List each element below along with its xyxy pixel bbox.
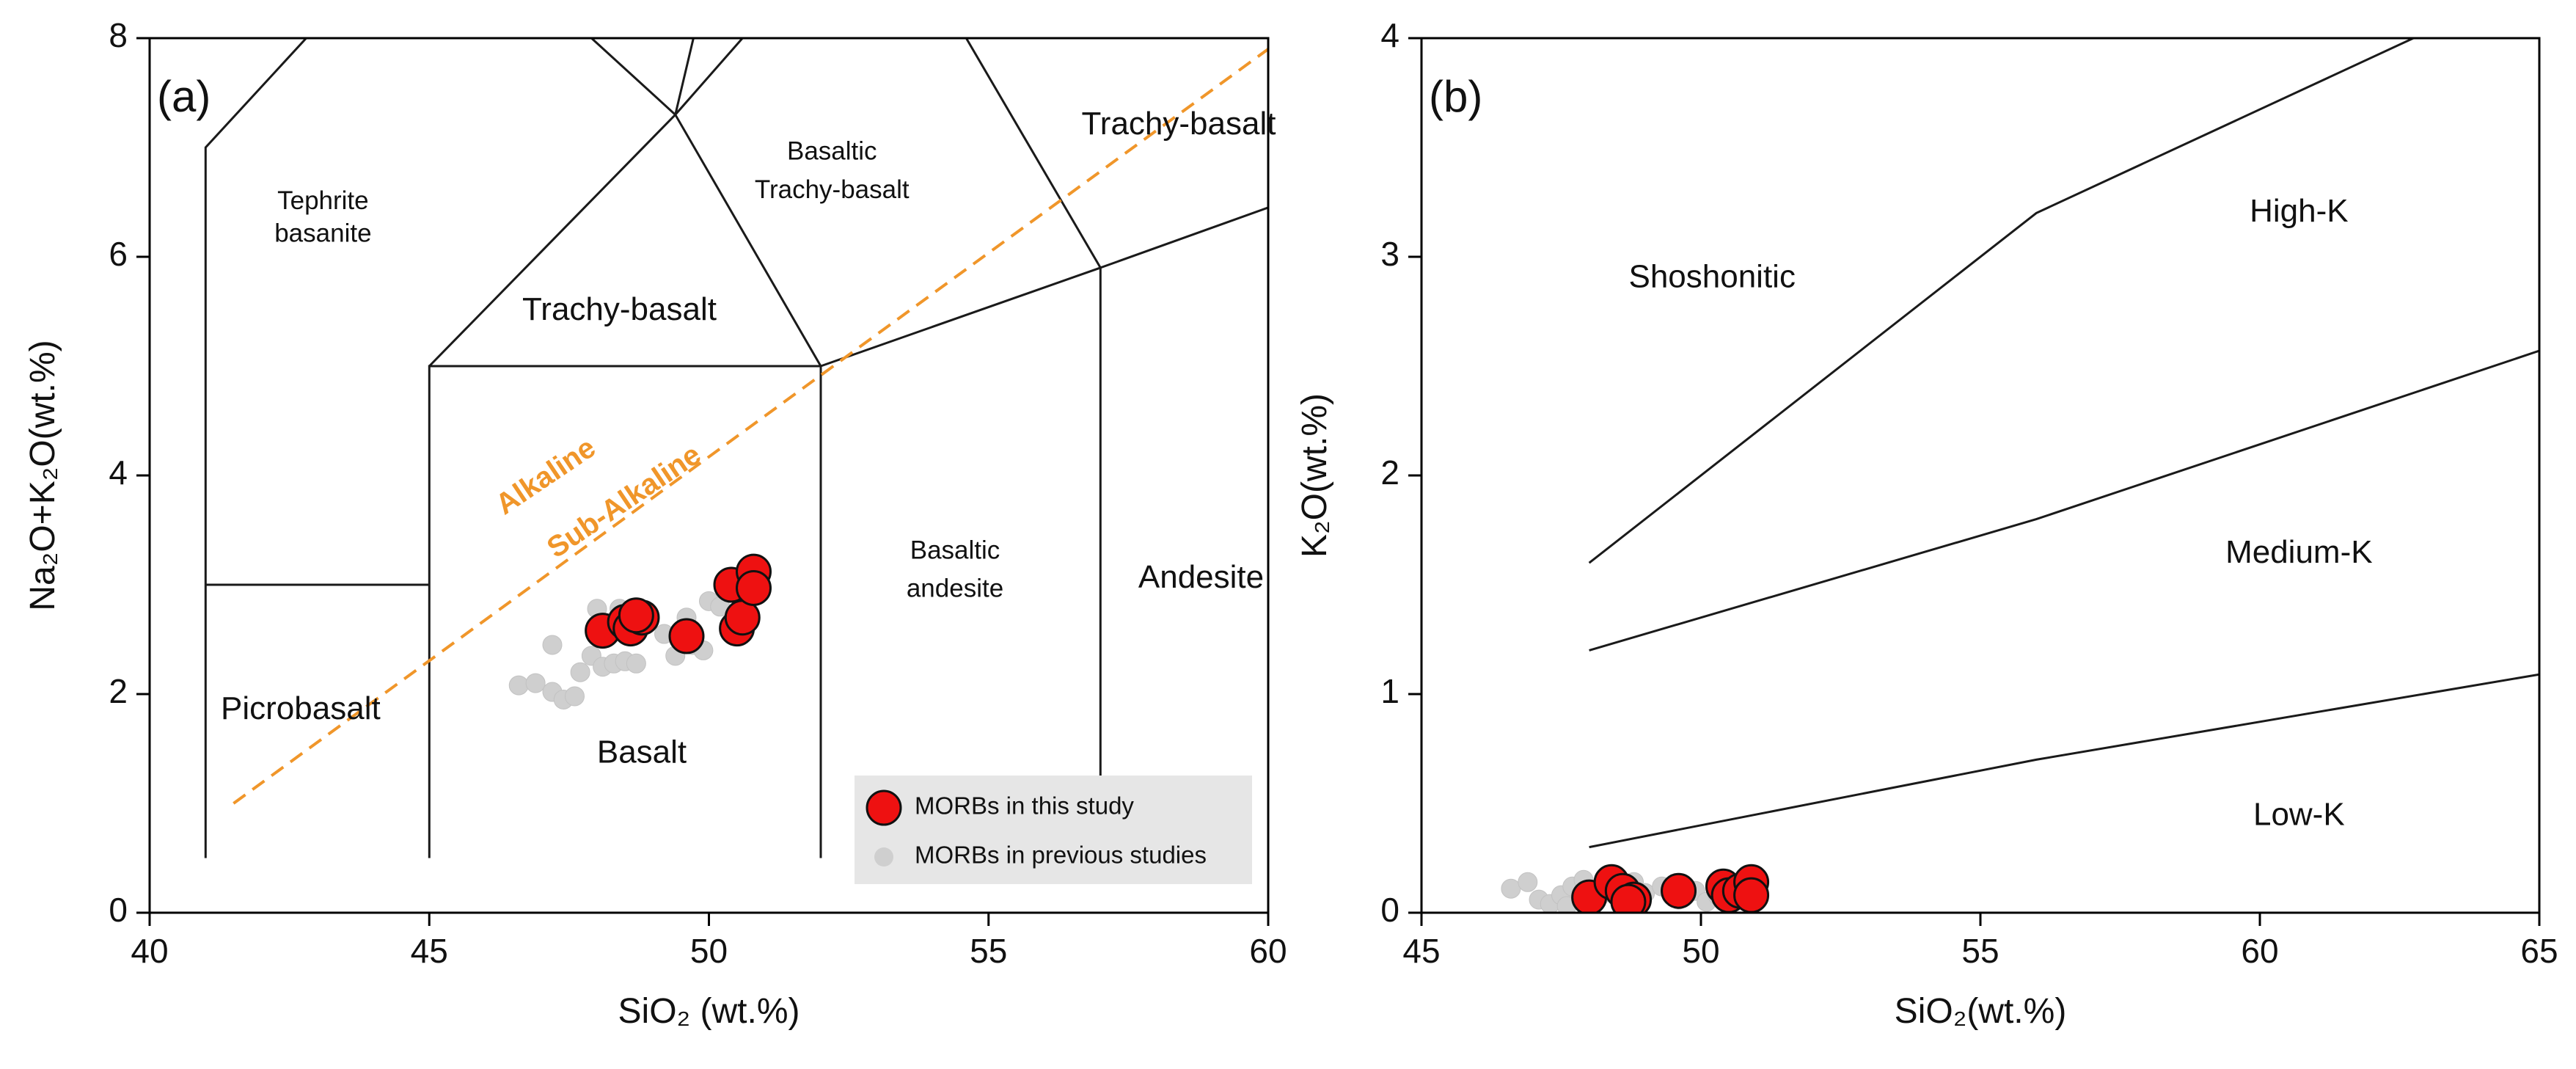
field-label: Trachy-basalt (522, 291, 717, 327)
this-study-point (1661, 872, 1697, 909)
this-study-point (618, 597, 654, 634)
panel-b: Shoshonitic High-K Medium-K Low-K 45 50 55 60 65… (1295, 16, 2558, 1031)
previous-study-point (565, 686, 585, 707)
previous-study-point (1518, 872, 1538, 892)
field-label: Picrobasalt (221, 690, 381, 726)
x-tick-label: 40 (131, 932, 168, 970)
this-study-point (668, 618, 705, 654)
field-label: High-K (2250, 193, 2349, 229)
field-label: Low-K (2253, 797, 2345, 833)
field-label: Trachy-basalt (1082, 106, 1276, 142)
y-tick-label: 0 (1380, 891, 1399, 929)
this-study-point (1610, 883, 1647, 913)
y-tick-label: 8 (109, 16, 128, 54)
x-tick-label: 60 (1249, 932, 1287, 970)
previous-study-point (626, 653, 646, 674)
field-label: Tephrite (277, 186, 369, 215)
plot-frame (1420, 37, 2541, 914)
field-label: andesite (907, 574, 1003, 603)
y-tick-label: 2 (1380, 453, 1399, 492)
field-label: Andesite (1138, 559, 1264, 595)
y-tick-label: 3 (1380, 235, 1399, 273)
field-boundary-line (590, 38, 744, 117)
x-axis-label: SiO₂ (wt.%) (618, 992, 800, 1031)
legend: MORBs in this study MORBs in previous stu… (855, 776, 1252, 884)
x-tick-label: 45 (1402, 932, 1440, 970)
field-label: Basaltic (910, 536, 1000, 565)
field-boundary-line (1589, 673, 2539, 849)
x-tick-label: 45 (411, 932, 448, 970)
field-label: Basaltic (787, 137, 877, 166)
field-boundary-line (428, 112, 822, 368)
x-tick-label: 50 (690, 932, 728, 970)
field-label: Trachy-basalt (755, 175, 910, 204)
x-tick-label: 65 (2520, 932, 2558, 970)
previous-study-point (508, 675, 529, 696)
alkaline-divider-line (233, 48, 1268, 805)
x-tick-label: 60 (2241, 932, 2278, 970)
this-study-point (1733, 877, 1770, 913)
field-boundary-line (428, 365, 822, 858)
panel-a: Tephrite basanite Trachy-basalt Basaltic Tra… (23, 16, 1287, 1031)
x-tick-label: 50 (1682, 932, 1719, 970)
plot-area (204, 38, 1268, 858)
y-tick-label: 2 (109, 672, 128, 710)
panel-label: (b) (1429, 72, 1482, 121)
legend-previous-label: MORBs in previous studies (915, 842, 1207, 869)
field-label: basanite (274, 219, 371, 247)
field-boundary-line (1589, 349, 2539, 652)
panel-label: (a) (157, 72, 211, 121)
field-boundary-line (674, 38, 695, 115)
previous-study-point (570, 662, 590, 682)
legend-box (855, 776, 1252, 884)
previous-study-point (542, 635, 563, 655)
legend-this-study-marker (866, 789, 902, 826)
field-label: Basalt (597, 734, 687, 770)
x-tick-label: 55 (1961, 932, 1999, 970)
y-tick-label: 4 (109, 453, 128, 492)
previous-study-point (525, 673, 546, 693)
y-tick-label: 0 (109, 891, 128, 929)
legend-previous-marker (874, 847, 893, 866)
field-label: Medium-K (2225, 534, 2373, 570)
legend-this-study-label: MORBs in this study (915, 792, 1134, 820)
x-axis-label: SiO₂(wt.%) (1895, 992, 2067, 1031)
x-tick-label: 55 (970, 932, 1007, 970)
field-boundary-line (1099, 206, 1268, 269)
plot-area (1501, 38, 2539, 913)
this-study-point (736, 569, 772, 606)
previous-study-point (1501, 878, 1521, 899)
y-tick-label: 6 (109, 235, 128, 273)
field-boundary-line (965, 38, 1102, 269)
y-tick-label: 4 (1380, 16, 1399, 54)
field-label: Shoshonitic (1628, 258, 1795, 294)
y-axis-label: Na₂O+K₂O(wt.%) (23, 340, 62, 610)
field-boundary-line (1588, 38, 2416, 564)
y-tick-label: 1 (1380, 672, 1399, 710)
y-axis-label: K₂O(wt.%) (1295, 393, 1334, 558)
field-boundary-line (204, 38, 307, 858)
